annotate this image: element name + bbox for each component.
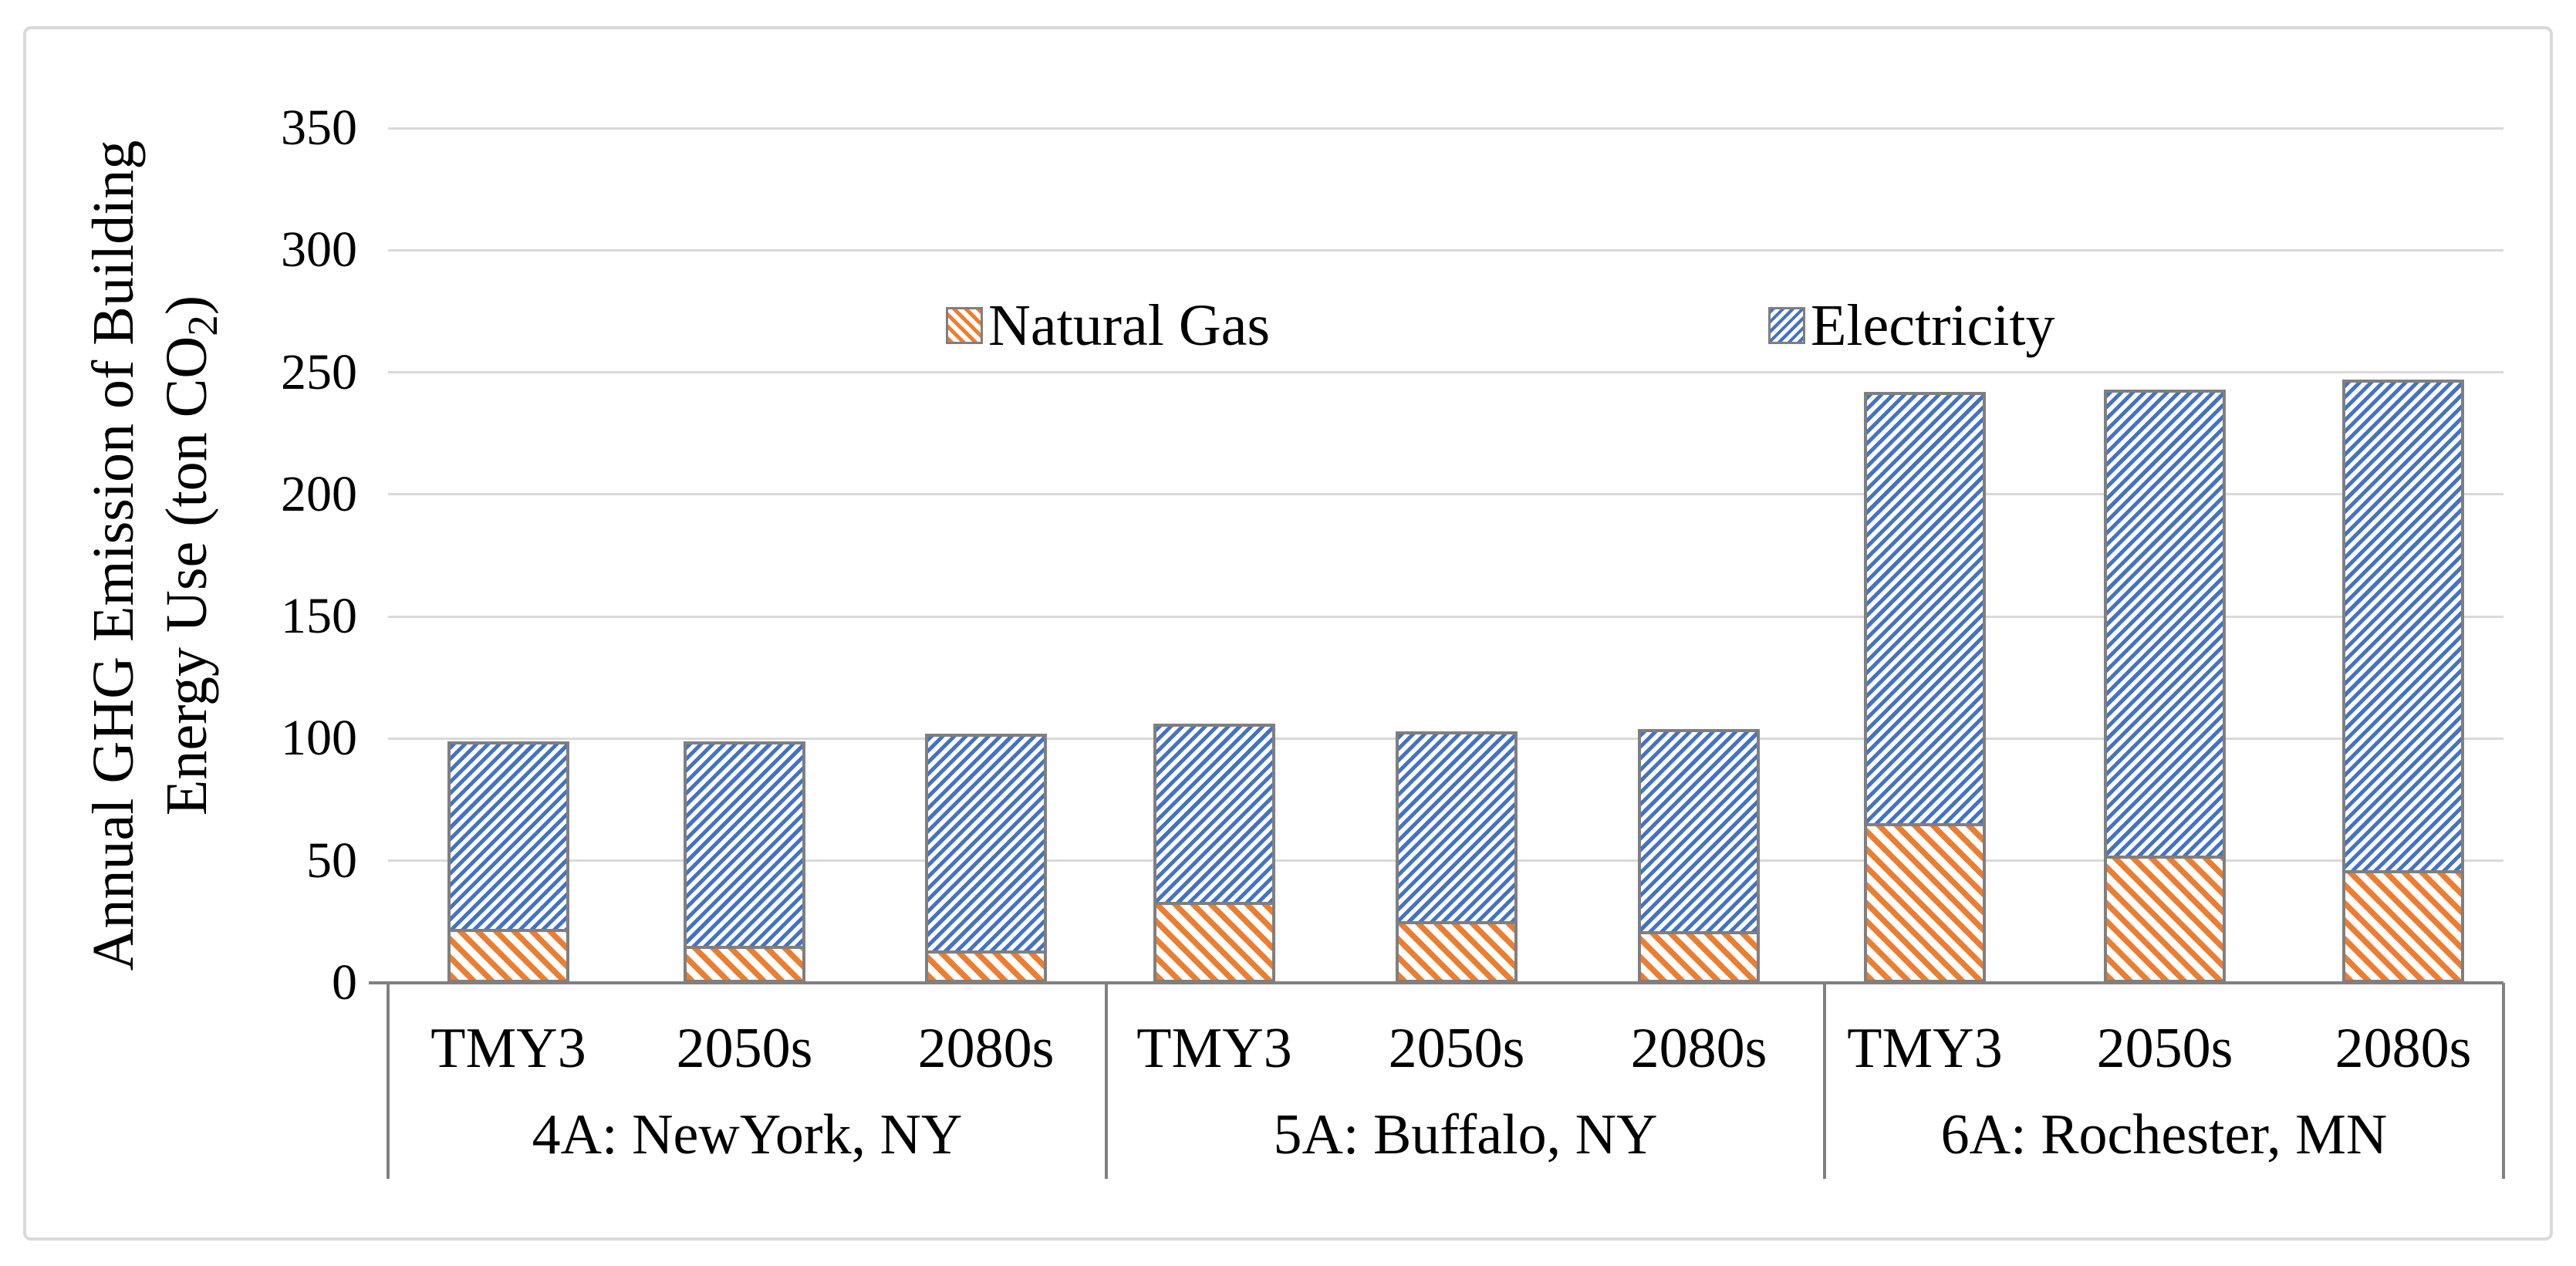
natural-gas-segment <box>2104 858 2226 983</box>
stacked-bar-5 <box>1638 728 1760 983</box>
y-tick-150: 150 <box>281 588 357 645</box>
gridline-300 <box>388 248 2503 252</box>
group-separator-0 <box>387 983 390 1179</box>
group-label-1: 5A: Buffalo, NY <box>1273 1103 1658 1166</box>
group-separator-3 <box>2502 983 2505 1179</box>
electricity-segment <box>1396 731 1518 925</box>
legend-label-electricity: Electricity <box>1811 293 2055 358</box>
stacked-bar-6 <box>1864 391 1986 983</box>
electricity-segment <box>447 741 569 932</box>
stacked-bar-2 <box>925 734 1047 983</box>
x-axis-line <box>369 981 2503 984</box>
chart-outer-border <box>23 26 2553 1241</box>
stacked-bar-8 <box>2342 380 2464 983</box>
natural-gas-segment <box>1864 826 1986 983</box>
natural-gas-segment <box>1153 904 1275 983</box>
group-separator-2 <box>1823 983 1826 1179</box>
legend-label-natural-gas: Natural Gas <box>988 293 1271 358</box>
category-label-2050s: 2050s <box>2096 1017 2233 1080</box>
category-label-2050s: 2050s <box>1388 1017 1525 1080</box>
natural-gas-swatch-icon <box>946 307 983 344</box>
legend-item-electricity: Electricity <box>1768 296 2055 355</box>
y-tick-100: 100 <box>281 710 357 767</box>
category-label-tmy3: TMY3 <box>1136 1017 1292 1080</box>
natural-gas-segment <box>447 931 569 983</box>
stacked-bar-0 <box>447 741 569 983</box>
natural-gas-segment <box>925 954 1047 983</box>
electricity-segment <box>1153 724 1275 905</box>
electricity-segment <box>1864 391 1986 827</box>
x-axis-category-table: TMY3 2050s 2080s 4A: NewYork, NY TMY3 2050s 20… <box>387 983 2505 1179</box>
y-tick-300: 300 <box>281 221 357 279</box>
stacked-bar-3 <box>1153 724 1275 983</box>
gridline-250 <box>388 371 2503 374</box>
category-label-tmy3: TMY3 <box>430 1017 586 1080</box>
group-label-2: 6A: Rochester, MN <box>1940 1103 2388 1166</box>
natural-gas-segment <box>2342 873 2464 983</box>
natural-gas-segment <box>684 948 805 983</box>
y-tick-50: 50 <box>306 832 357 889</box>
natural-gas-segment <box>1638 933 1760 983</box>
y-tick-200: 200 <box>281 465 357 522</box>
electricity-segment <box>2342 380 2464 873</box>
y-tick-0: 0 <box>332 954 357 1011</box>
category-label-2050s: 2050s <box>676 1017 813 1080</box>
stacked-bar-4 <box>1396 731 1518 983</box>
category-label-2080s: 2080s <box>1630 1017 1767 1080</box>
y-axis-title: Annual GHG Emission of Building Energy U… <box>77 54 226 1057</box>
category-label-2080s: 2080s <box>2335 1017 2472 1080</box>
electricity-segment <box>1638 728 1760 934</box>
gridline-150 <box>388 615 2503 618</box>
group-label-0: 4A: NewYork, NY <box>532 1103 963 1166</box>
y-axis-title-line2: Energy Use (ton CO2) <box>154 295 226 816</box>
plot-area: Natural Gas Electricity <box>388 127 2503 983</box>
legend-item-natural-gas: Natural Gas <box>946 296 1270 355</box>
group-separator-1 <box>1105 983 1108 1179</box>
electricity-segment <box>2104 389 2226 859</box>
gridline-200 <box>388 493 2503 496</box>
y-tick-350: 350 <box>281 100 357 156</box>
y-axis-title-line1: Annual GHG Emission of Building <box>81 140 146 971</box>
electricity-segment <box>684 741 805 949</box>
electricity-segment <box>925 734 1047 954</box>
stacked-bar-1 <box>684 741 805 983</box>
y-tick-250: 250 <box>281 343 357 400</box>
gridline-350 <box>388 127 2503 130</box>
natural-gas-segment <box>1396 924 1518 983</box>
electricity-swatch-icon <box>1768 307 1805 344</box>
stacked-bar-7 <box>2104 389 2226 983</box>
category-label-2080s: 2080s <box>917 1017 1055 1080</box>
category-label-tmy3: TMY3 <box>1847 1017 2003 1080</box>
